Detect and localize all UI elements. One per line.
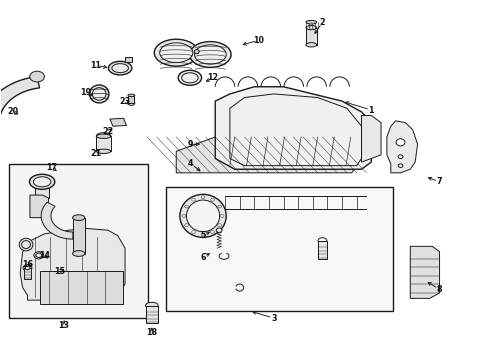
- Ellipse shape: [194, 45, 226, 64]
- Ellipse shape: [108, 61, 132, 75]
- Bar: [318, 241, 326, 259]
- Text: 11: 11: [90, 61, 101, 70]
- Ellipse shape: [25, 266, 30, 270]
- Ellipse shape: [73, 251, 84, 256]
- Text: 23: 23: [119, 96, 130, 105]
- Text: 22: 22: [102, 127, 113, 136]
- Ellipse shape: [23, 265, 32, 271]
- Bar: [23, 268, 31, 279]
- Polygon shape: [215, 87, 370, 169]
- Text: 10: 10: [253, 36, 264, 45]
- Ellipse shape: [305, 21, 316, 24]
- Ellipse shape: [21, 240, 30, 248]
- Ellipse shape: [189, 41, 231, 67]
- Polygon shape: [176, 137, 361, 173]
- Ellipse shape: [128, 100, 135, 105]
- Ellipse shape: [96, 134, 111, 138]
- Polygon shape: [409, 246, 439, 298]
- Bar: [125, 57, 132, 62]
- Ellipse shape: [145, 302, 158, 309]
- Text: 1: 1: [368, 105, 373, 114]
- Ellipse shape: [154, 39, 198, 66]
- Bar: [40, 271, 122, 304]
- Ellipse shape: [180, 194, 226, 237]
- Ellipse shape: [112, 64, 128, 73]
- Bar: [96, 136, 111, 151]
- Bar: [9, 164, 148, 318]
- Ellipse shape: [92, 87, 106, 100]
- Ellipse shape: [73, 215, 84, 221]
- Ellipse shape: [397, 155, 402, 158]
- Ellipse shape: [178, 70, 201, 85]
- Ellipse shape: [29, 174, 55, 189]
- Ellipse shape: [186, 200, 219, 231]
- Text: 15: 15: [54, 267, 64, 276]
- Bar: [128, 96, 134, 103]
- Polygon shape: [110, 118, 126, 126]
- Text: 12: 12: [207, 73, 218, 82]
- Ellipse shape: [194, 49, 199, 54]
- Ellipse shape: [216, 228, 222, 232]
- Bar: [305, 28, 316, 45]
- Polygon shape: [20, 228, 125, 300]
- Ellipse shape: [318, 238, 326, 244]
- Text: 6: 6: [200, 253, 205, 262]
- Bar: [73, 218, 85, 253]
- Ellipse shape: [30, 71, 44, 82]
- Text: 19: 19: [81, 87, 91, 96]
- Text: 21: 21: [90, 149, 101, 158]
- Polygon shape: [30, 195, 48, 218]
- Ellipse shape: [305, 26, 316, 30]
- Text: 13: 13: [59, 321, 69, 330]
- Text: 5: 5: [200, 231, 205, 240]
- Polygon shape: [41, 202, 73, 239]
- Text: 3: 3: [270, 314, 276, 323]
- Ellipse shape: [159, 43, 192, 63]
- Polygon shape: [386, 121, 417, 173]
- Text: 7: 7: [436, 177, 441, 186]
- Text: 17: 17: [46, 163, 57, 172]
- Bar: [166, 187, 392, 311]
- Ellipse shape: [128, 94, 135, 96]
- Ellipse shape: [34, 252, 43, 259]
- Text: 16: 16: [22, 260, 33, 269]
- Bar: [35, 182, 49, 198]
- Ellipse shape: [19, 238, 33, 251]
- Polygon shape: [361, 116, 380, 162]
- Text: 4: 4: [188, 159, 193, 168]
- Text: 9: 9: [187, 140, 192, 149]
- Text: 18: 18: [146, 328, 157, 337]
- Text: 8: 8: [436, 285, 442, 294]
- Polygon shape: [0, 77, 40, 130]
- Ellipse shape: [397, 164, 402, 167]
- Bar: [145, 306, 158, 323]
- Ellipse shape: [305, 42, 316, 47]
- Ellipse shape: [36, 253, 41, 257]
- Text: 20: 20: [7, 107, 19, 116]
- Ellipse shape: [96, 149, 111, 153]
- Text: 2: 2: [319, 18, 325, 27]
- Ellipse shape: [89, 85, 109, 103]
- Text: 14: 14: [39, 251, 50, 260]
- Ellipse shape: [181, 73, 198, 83]
- Ellipse shape: [33, 177, 51, 187]
- Ellipse shape: [395, 139, 404, 146]
